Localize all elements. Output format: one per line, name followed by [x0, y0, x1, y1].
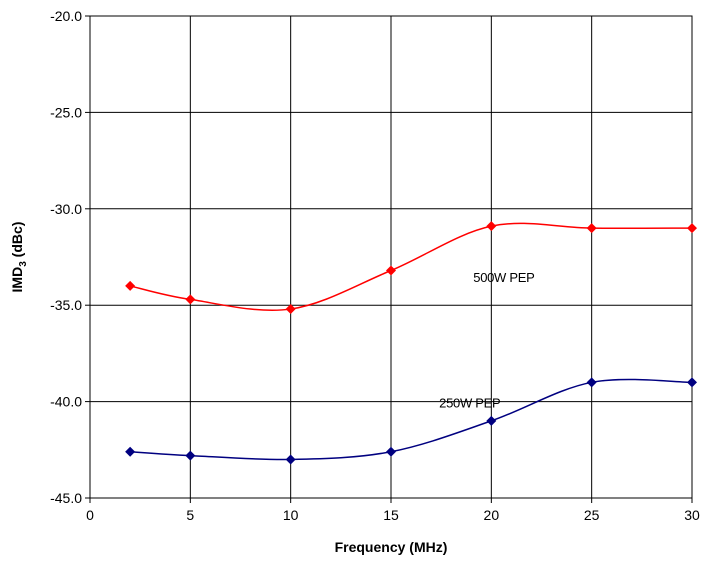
- series-marker-0: [125, 280, 136, 291]
- y-axis-title-unit: (dBc): [9, 222, 25, 262]
- series-marker-1: [125, 446, 136, 457]
- x-axis-title: Frequency (MHz): [335, 539, 448, 555]
- x-tick-label: 10: [283, 507, 299, 523]
- y-tick-label: -30.0: [50, 201, 82, 217]
- x-tick-label: 20: [484, 507, 500, 523]
- y-tick-label: -45.0: [50, 490, 82, 506]
- series-line-1: [130, 378, 693, 461]
- y-axis-title: IMD3 (dBc): [9, 222, 29, 293]
- series-group: [125, 221, 697, 465]
- x-tick-label: 0: [86, 507, 94, 523]
- series-marker-1: [386, 446, 396, 457]
- series-marker-0: [386, 265, 396, 276]
- x-tick-label: 15: [383, 507, 399, 523]
- series-marker-1: [687, 377, 697, 388]
- series-marker-0: [687, 223, 697, 234]
- series-marker-0: [586, 223, 597, 234]
- series-marker-1: [586, 377, 597, 388]
- series-marker-1: [285, 454, 296, 465]
- y-axis-title-main: IMD: [9, 267, 25, 293]
- x-axis-ticks: 0 5 10 15 20 25 30: [86, 498, 700, 523]
- series-marker-1: [185, 450, 196, 461]
- y-axis-title-subscript: 3: [18, 261, 29, 267]
- y-tick-label: -35.0: [50, 297, 82, 313]
- x-tick-label: 25: [584, 507, 600, 523]
- series-annotation-250w: 250W PEP: [439, 395, 500, 410]
- series-marker-0: [285, 304, 296, 315]
- y-tick-label: -20.0: [50, 8, 82, 24]
- series-line-0: [129, 222, 693, 312]
- series-annotation-500w: 500W PEP: [473, 270, 534, 285]
- series-marker-1: [486, 415, 497, 426]
- y-tick-label: -40.0: [50, 394, 82, 410]
- y-axis-ticks: -45.0 -40.0 -35.0 -30.0 -25.0 -20.0: [50, 8, 90, 506]
- grid: [90, 16, 692, 498]
- series-marker-0: [486, 221, 497, 232]
- x-tick-label: 5: [186, 507, 194, 523]
- series-marker-0: [185, 294, 196, 305]
- x-tick-label: 30: [684, 507, 700, 523]
- y-tick-label: -25.0: [50, 104, 82, 120]
